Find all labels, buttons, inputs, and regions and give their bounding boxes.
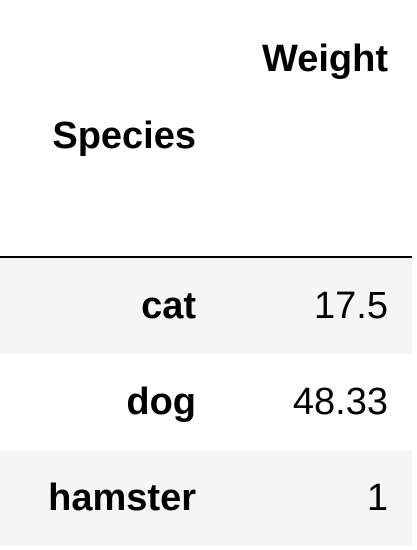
column-header-weight: Weight (262, 38, 388, 80)
weight-cell: 17.5 (314, 285, 388, 327)
table-row: hamster 1 (0, 450, 412, 546)
weight-cell: 48.33 (292, 381, 388, 423)
row-label: hamster (48, 477, 196, 519)
header-divider (0, 256, 412, 258)
column-header-species: Species (52, 115, 196, 157)
table-header: Weight Species (0, 0, 412, 258)
row-label: cat (141, 285, 196, 327)
row-label: dog (126, 381, 196, 423)
table-row: dog 48.33 (0, 354, 412, 450)
table-row: cat 17.5 (0, 258, 412, 354)
weight-cell: 1 (366, 477, 388, 519)
